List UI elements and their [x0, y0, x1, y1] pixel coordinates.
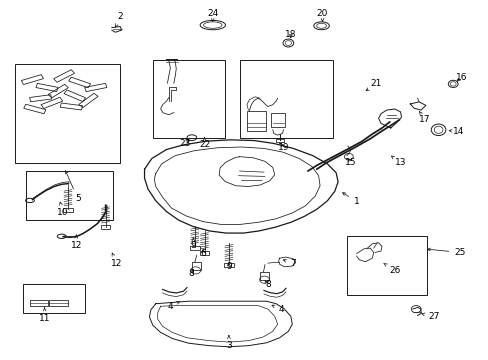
Bar: [346, 236, 427, 296]
Text: 21: 21: [366, 80, 381, 91]
Text: 10: 10: [57, 202, 69, 217]
Text: 2: 2: [115, 12, 122, 27]
Bar: [26, 171, 113, 220]
Bar: [49, 300, 68, 306]
Text: 7: 7: [283, 259, 296, 268]
Text: 15: 15: [345, 158, 356, 167]
Text: 13: 13: [391, 156, 406, 167]
Text: 12: 12: [70, 235, 82, 250]
Bar: [24, 104, 46, 114]
Text: 25: 25: [427, 248, 465, 257]
Text: 23: 23: [179, 139, 190, 148]
Text: 26: 26: [383, 264, 400, 275]
Text: 8: 8: [187, 269, 193, 278]
Text: 6: 6: [200, 249, 205, 258]
Text: 9: 9: [225, 262, 231, 271]
Bar: [79, 93, 98, 108]
Bar: [84, 84, 107, 91]
Text: 17: 17: [418, 112, 430, 123]
Bar: [30, 300, 48, 306]
Text: 5: 5: [65, 171, 81, 203]
Text: 14: 14: [448, 127, 464, 136]
Bar: [36, 84, 58, 91]
Text: 4: 4: [167, 302, 179, 311]
Text: 4: 4: [271, 305, 284, 314]
Bar: [271, 113, 285, 127]
Text: 9: 9: [190, 238, 196, 250]
Text: 12: 12: [111, 253, 122, 268]
Bar: [224, 263, 233, 267]
Bar: [239, 59, 332, 138]
Bar: [60, 103, 82, 110]
Bar: [275, 139, 283, 142]
Bar: [191, 262, 200, 270]
Text: 22: 22: [199, 138, 210, 149]
Text: 20: 20: [316, 9, 327, 21]
Bar: [21, 75, 43, 85]
Text: 11: 11: [39, 308, 50, 323]
Bar: [63, 208, 73, 212]
Text: 8: 8: [264, 280, 270, 289]
Bar: [260, 272, 268, 280]
Bar: [48, 84, 68, 98]
Bar: [153, 59, 224, 138]
Bar: [41, 97, 62, 108]
Text: 16: 16: [455, 73, 466, 82]
Bar: [199, 251, 209, 255]
Text: 19: 19: [277, 143, 289, 152]
Text: 27: 27: [421, 312, 439, 321]
Bar: [69, 77, 90, 88]
Bar: [189, 246, 199, 250]
Bar: [30, 95, 52, 102]
Bar: [64, 90, 85, 102]
Bar: [15, 64, 120, 163]
Bar: [54, 70, 74, 82]
Text: 18: 18: [285, 30, 296, 39]
Text: 1: 1: [342, 193, 359, 206]
Text: 3: 3: [225, 336, 231, 350]
Bar: [22, 284, 85, 314]
Bar: [246, 111, 266, 131]
Text: 24: 24: [207, 9, 218, 21]
Bar: [101, 225, 110, 229]
